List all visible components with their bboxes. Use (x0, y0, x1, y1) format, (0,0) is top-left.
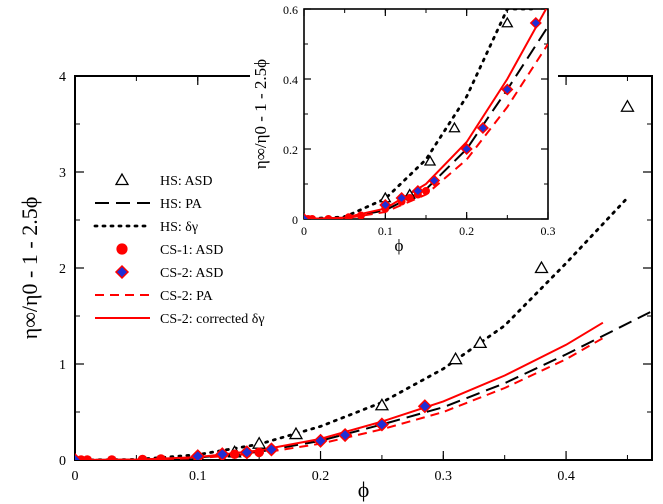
legend: HS: ASD HS: PA HS: δγ CS-1: ASD CS-2: ASD CS-… (93, 172, 265, 327)
y-tick-label: 2 (59, 262, 66, 277)
y-tick-label: 0.4 (283, 73, 298, 87)
legend-swatch-marker (116, 243, 128, 255)
data-point (423, 154, 437, 166)
x-tick-label: 0.4 (557, 469, 575, 484)
data-point (239, 445, 254, 460)
x-axis-label: ϕ (395, 236, 404, 255)
y-tick-label: 0.6 (283, 3, 298, 17)
inset-plot: 0 0.1 0.2 0.3 0 0.2 0.4 0.6 ϕ η∞/η0 - 1 - 2.5ϕ (251, 3, 556, 255)
data-point (304, 212, 311, 219)
data-point (473, 335, 488, 349)
data-point (422, 187, 430, 195)
y-axis-label: η∞/η0 - 1 - 2.5ϕ (17, 197, 42, 340)
data-point (501, 16, 514, 28)
x-tick-label: 0.2 (312, 469, 330, 484)
data-point (405, 194, 414, 202)
data-point (288, 426, 304, 440)
y-tick-label: 0 (59, 454, 66, 469)
x-axis-label: ϕ (358, 477, 370, 502)
data-point (308, 215, 317, 219)
series-line (75, 321, 604, 460)
data-point (190, 449, 205, 460)
data-point (374, 417, 389, 432)
y-tick-label: 3 (59, 166, 66, 181)
data-point (395, 191, 408, 205)
x-tick-label: 0.3 (541, 224, 556, 238)
data-point (137, 454, 148, 460)
data-point (252, 436, 267, 449)
data-point (448, 121, 461, 133)
y-tick-label: 0.2 (283, 143, 298, 157)
legend-label: CS-2: PA (160, 289, 214, 304)
data-point (264, 442, 279, 457)
data-point (448, 351, 463, 365)
data-point (156, 454, 166, 460)
x-tick-label: 0 (301, 224, 307, 238)
main-plot: 0 0.1 0.2 0.3 0.4 0 1 2 3 4 ϕ η∞/η0 - 1 - 2.5ϕ (17, 70, 653, 502)
series-group (75, 99, 652, 460)
series-group (304, 9, 548, 219)
legend-label: CS-2: ASD (160, 266, 223, 281)
legend-label: CS-1: ASD (160, 243, 223, 258)
legend-label: HS: PA (160, 197, 203, 212)
legend-label: CS-2: corrected δγ (160, 312, 265, 327)
data-point (534, 260, 549, 274)
data-point (324, 215, 333, 219)
x-tick-label: 0 (72, 469, 79, 484)
data-point (107, 455, 117, 460)
data-point (254, 447, 264, 458)
data-point (501, 83, 514, 96)
data-point (417, 399, 432, 414)
y-tick-label: 1 (59, 358, 66, 373)
data-point (338, 427, 353, 443)
data-point (411, 184, 424, 198)
x-tick-label: 0.1 (189, 469, 207, 484)
legend-label: HS: δγ (160, 220, 198, 235)
series-line (304, 9, 548, 219)
y-axis-label: η∞/η0 - 1 - 2.5ϕ (251, 59, 270, 169)
data-point (379, 198, 392, 212)
x-tick-label: 0.2 (459, 224, 474, 238)
data-point (620, 99, 635, 112)
series-line (75, 337, 604, 460)
data-point (428, 174, 441, 187)
y-tick-label: 0 (292, 213, 298, 227)
data-point (460, 142, 473, 156)
series-line (75, 196, 629, 460)
series-line (75, 310, 652, 460)
data-point (374, 397, 390, 411)
data-point (229, 449, 240, 460)
data-point (356, 211, 365, 219)
y-tick-label: 4 (59, 70, 66, 85)
data-point (529, 16, 542, 30)
data-point (313, 433, 328, 448)
x-tick-label: 0.3 (435, 469, 453, 484)
x-tick-label: 0.1 (378, 224, 393, 238)
data-point (75, 452, 83, 460)
legend-swatch-marker (114, 264, 130, 280)
data-point (82, 455, 93, 460)
data-point (344, 213, 353, 219)
legend-label: HS: ASD (160, 174, 213, 189)
inset-background (250, 0, 558, 258)
data-point (215, 447, 230, 460)
legend-swatch-marker (114, 172, 130, 186)
data-point (476, 121, 489, 135)
